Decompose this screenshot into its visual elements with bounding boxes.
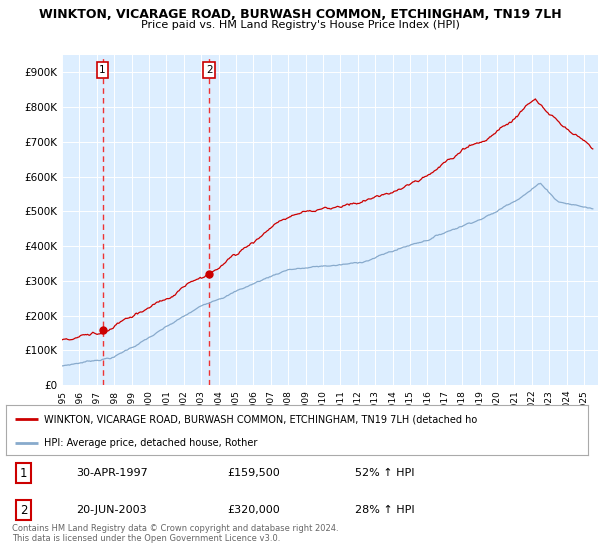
Text: 28% ↑ HPI: 28% ↑ HPI xyxy=(355,505,415,515)
Text: Price paid vs. HM Land Registry's House Price Index (HPI): Price paid vs. HM Land Registry's House … xyxy=(140,20,460,30)
Text: 2: 2 xyxy=(20,503,27,516)
Text: 30-APR-1997: 30-APR-1997 xyxy=(76,468,148,478)
Text: 2: 2 xyxy=(206,65,213,75)
Text: 1: 1 xyxy=(99,65,106,75)
Text: WINKTON, VICARAGE ROAD, BURWASH COMMON, ETCHINGHAM, TN19 7LH (detached ho: WINKTON, VICARAGE ROAD, BURWASH COMMON, … xyxy=(44,414,477,424)
Text: 1: 1 xyxy=(20,466,27,479)
Text: £320,000: £320,000 xyxy=(227,505,280,515)
Text: Contains HM Land Registry data © Crown copyright and database right 2024.
This d: Contains HM Land Registry data © Crown c… xyxy=(12,524,338,543)
Text: HPI: Average price, detached house, Rother: HPI: Average price, detached house, Roth… xyxy=(44,437,257,447)
Text: 52% ↑ HPI: 52% ↑ HPI xyxy=(355,468,415,478)
Text: 20-JUN-2003: 20-JUN-2003 xyxy=(76,505,146,515)
Text: WINKTON, VICARAGE ROAD, BURWASH COMMON, ETCHINGHAM, TN19 7LH: WINKTON, VICARAGE ROAD, BURWASH COMMON, … xyxy=(38,8,562,21)
Text: £159,500: £159,500 xyxy=(227,468,280,478)
